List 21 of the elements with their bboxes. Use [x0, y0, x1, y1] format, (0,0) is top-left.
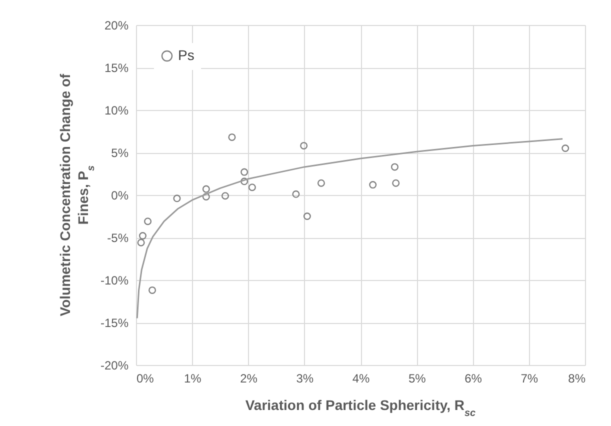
- y-tick-label: -10%: [100, 274, 129, 288]
- x-tick-label: 3%: [296, 372, 314, 386]
- y-tick-label: -15%: [100, 316, 129, 330]
- y-tick-label: -5%: [107, 231, 129, 245]
- x-axis-title: Variation of Particle Sphericity, R$_{sc}$: [245, 397, 476, 418]
- y-tick-label: 15%: [104, 61, 129, 75]
- y-tick-label: 20%: [104, 18, 129, 32]
- x-tick-label: 0%: [136, 372, 154, 386]
- x-tick-label: 6%: [464, 372, 482, 386]
- legend-label: Ps: [178, 47, 194, 63]
- x-tick-label: 8%: [568, 372, 586, 386]
- y-tick-label: -20%: [100, 358, 129, 372]
- x-tick-label: 2%: [240, 372, 258, 386]
- x-tick-label: 7%: [520, 372, 538, 386]
- x-tick-label: 1%: [184, 372, 202, 386]
- y-tick-label: 0%: [111, 188, 129, 202]
- x-tick-label: 5%: [408, 372, 426, 386]
- y-tick-label: 5%: [111, 146, 129, 160]
- line-series: [136, 138, 564, 319]
- x-tick-label: 4%: [352, 372, 370, 386]
- y-tick-label: 10%: [104, 104, 129, 118]
